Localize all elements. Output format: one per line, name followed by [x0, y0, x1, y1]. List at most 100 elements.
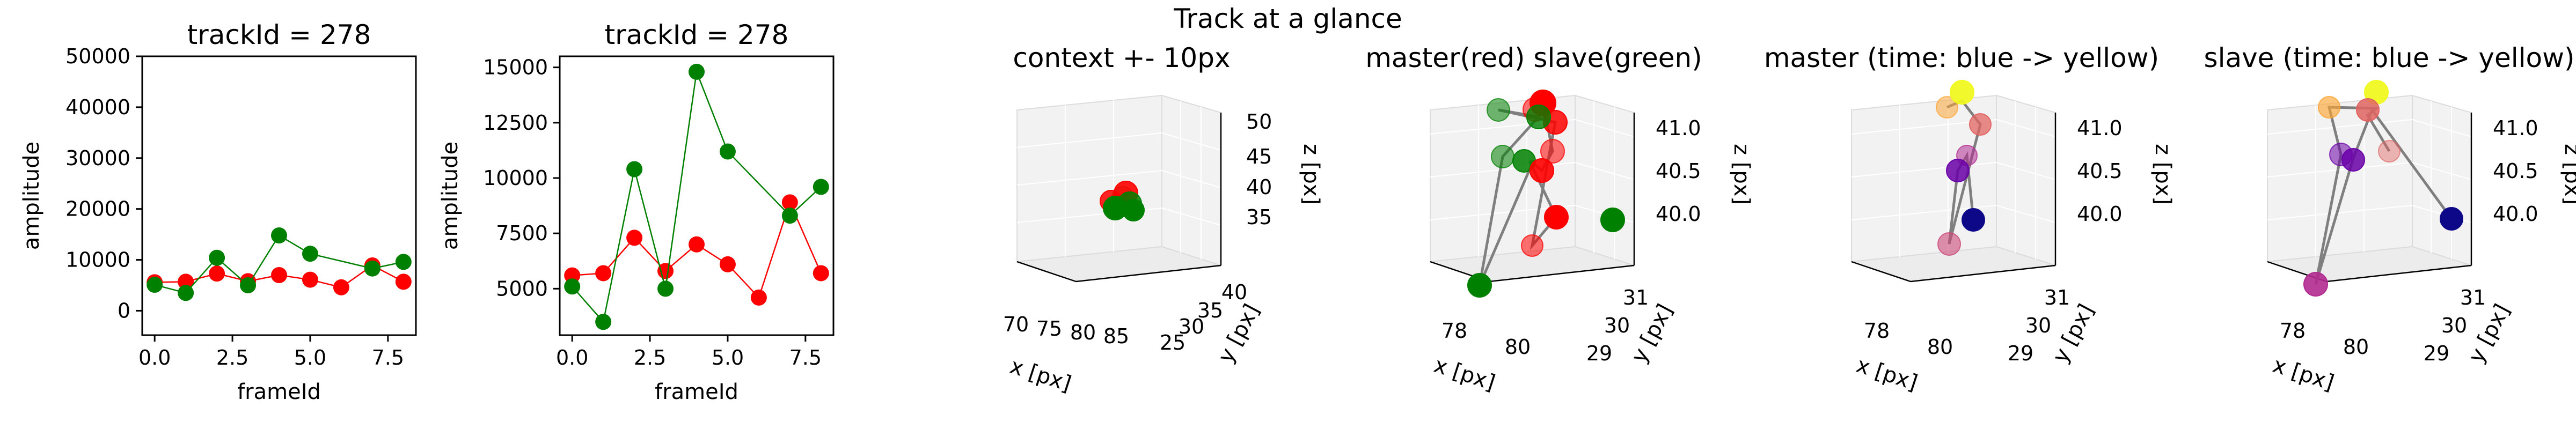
panel-2-series: [564, 63, 829, 330]
panel-6-point: [2318, 96, 2340, 119]
panel-2-series-2-point: [813, 179, 829, 195]
panel-5-edges: [1851, 113, 2057, 283]
panel-1-ytick-label: 20000: [65, 197, 130, 221]
panel-3-zlabel: z [px]: [1299, 144, 1323, 205]
panel-3-zticks: 35 40 45 50: [1246, 110, 1272, 229]
panel-5-point: [1936, 96, 1958, 119]
panel-5: master (time: blue -> yellow) 78 80 x [p…: [1764, 42, 2175, 396]
panel-3-yticks: 25 30 35 40: [1160, 280, 1247, 354]
panel-2-title: trackId = 278: [605, 19, 789, 50]
panel-4-xtick-label: 78: [1441, 319, 1467, 343]
panel-1-series-2-point: [302, 246, 318, 262]
panel-1-series-2-point: [271, 227, 287, 244]
panel-2-series-2-line: [572, 69, 822, 323]
panel-3-ztick-label: 35: [1246, 205, 1272, 229]
panel-4-point: [1600, 208, 1625, 232]
panel-5-ytick-label: 30: [2025, 314, 2051, 337]
panel-6-zlabel: z [px]: [2560, 144, 2576, 205]
panel-2-ytick-label: 15000: [483, 56, 548, 79]
panel-1-xtick-label: 5.0: [294, 346, 326, 369]
panel-2-series-1-point: [564, 267, 581, 284]
panel-4-ztick-label: 40.5: [1656, 159, 1701, 183]
panel-6-ztick-label: 41.0: [2493, 116, 2538, 140]
panel-6: slave (time: blue -> yellow) 78 80 x [px…: [2204, 42, 2576, 396]
panel-4: master(red) slave(green) 78 80 x [px]: [1365, 42, 1754, 396]
panel-2-xtick-label: 0.0: [556, 346, 588, 369]
panel-6-points: [2303, 80, 2463, 297]
panel-3-ztick-label: 50: [1246, 110, 1272, 134]
panel-1-ytick-label: 40000: [65, 95, 130, 119]
panel-1-ytick-label: 0: [118, 299, 130, 322]
panel-1-ylabel: amplitude: [19, 142, 44, 250]
panel-4-point: [1526, 105, 1551, 129]
panel-1-series-1-point: [395, 273, 412, 290]
panel-4-xticks: 78 80: [1441, 319, 1531, 359]
panel-4-point: [1467, 273, 1492, 298]
panel-2-ylabel: amplitude: [438, 142, 463, 250]
panel-2-x-ticks: 0.0 2.5 5.0 7.5: [556, 335, 822, 369]
panel-5-yticks: 29 30 31: [2008, 286, 2070, 365]
panel-3-point: [1122, 199, 1145, 221]
panel-1-ytick-label: 50000: [65, 45, 130, 68]
panel-6-title: slave (time: blue -> yellow): [2204, 42, 2575, 73]
panel-4-yticks: 29 30 31: [1586, 286, 1649, 365]
panel-3-ytick-label: 30: [1179, 315, 1204, 338]
panel-3-grid: [1016, 100, 1221, 260]
panel-3-xtick-label: 80: [1070, 321, 1096, 344]
panel-4-ytick-label: 30: [1604, 314, 1630, 337]
panel-1-xtick-label: 7.5: [372, 346, 404, 369]
figure-suptitle: Track at a glance: [1173, 3, 1402, 34]
panel-5-points: [1936, 80, 1992, 256]
panel-1-series-1-point: [271, 267, 287, 284]
panel-6-ytick-label: 29: [2424, 342, 2449, 365]
panel-1-y-ticks: 0 10000 20000 30000 40000 50000: [65, 45, 142, 322]
panel-4-title: master(red) slave(green): [1365, 42, 1702, 73]
panel-2-series-2-point: [564, 278, 581, 295]
panel-3-xtick-label: 85: [1103, 324, 1129, 348]
panel-5-ztick-label: 40.0: [2077, 202, 2123, 226]
panel-6-xtick-label: 80: [2343, 335, 2369, 359]
panel-3-xtick-label: 75: [1036, 317, 1062, 341]
panel-2-xtick-label: 2.5: [634, 346, 666, 369]
panel-4-point: [1540, 139, 1565, 164]
panel-1-title: trackId = 278: [187, 19, 371, 50]
panel-5-point: [1937, 232, 1961, 256]
panel-5-ztick-label: 40.5: [2077, 159, 2123, 183]
panel-6-point: [2356, 98, 2380, 122]
panel-6-point: [2378, 140, 2401, 162]
panel-1-series-1-point: [178, 273, 194, 290]
panel-1-xtick-label: 0.0: [138, 346, 171, 369]
panel-1-series-1-point: [302, 271, 318, 288]
panel-6-point: [2440, 207, 2463, 231]
panel-5-zlabel: z [px]: [2150, 144, 2175, 205]
panel-5-point: [1969, 113, 1992, 136]
panel-2-ytick-label: 12500: [483, 111, 548, 135]
panel-2-ytick-label: 5000: [496, 277, 548, 300]
panel-5-ylabel: y [px]: [2048, 300, 2099, 367]
panel-2-xlabel: frameId: [655, 380, 738, 404]
panel-1-series-2-point: [395, 254, 412, 270]
panel-1-ytick-label: 30000: [65, 146, 130, 170]
panel-2-y-ticks: 5000 7500 10000 12500 15000: [483, 56, 560, 300]
panel-6-ylabel: y [px]: [2464, 300, 2515, 367]
panel-6-ztick-label: 40.0: [2493, 202, 2538, 226]
panel-5-point: [1962, 208, 1985, 232]
panel-5-ytick-label: 29: [2008, 342, 2033, 365]
panel-1: trackId = 278 0.0 2.5 5.0 7.5 0 10000 20000 30…: [19, 19, 417, 404]
panel-4-point: [1521, 234, 1543, 257]
panel-2-series-2-point: [719, 143, 736, 160]
panel-6-point: [2303, 272, 2328, 297]
panel-6-zticks: 40.0 40.5 41.0: [2493, 116, 2538, 226]
panel-4-points: [1467, 90, 1625, 298]
panel-2-series-1-point: [781, 194, 798, 211]
panel-3-points: [1100, 181, 1145, 221]
panel-4-zlabel: z [px]: [1729, 144, 1754, 205]
panel-4-ztick-label: 41.0: [1656, 116, 1701, 140]
panel-2-series-1-point: [719, 256, 736, 272]
panel-2-ytick-label: 7500: [496, 221, 548, 245]
panel-5-ytick-label: 31: [2044, 286, 2070, 309]
panel-2-series-2-point: [626, 161, 643, 177]
panel-4-xlabel: x [px]: [1431, 353, 1498, 396]
panel-4-zticks: 40.0 40.5 41.0: [1656, 116, 1701, 226]
